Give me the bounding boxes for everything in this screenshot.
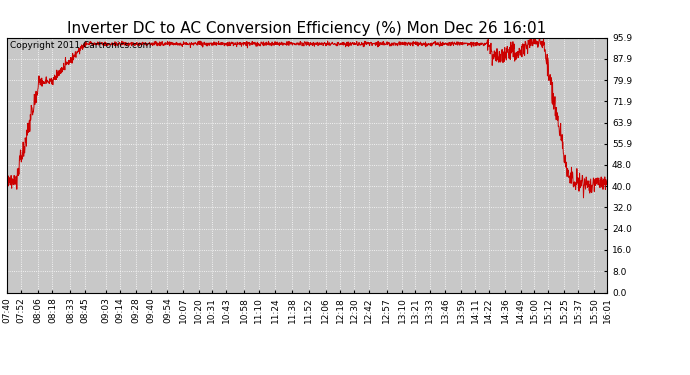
Title: Inverter DC to AC Conversion Efficiency (%) Mon Dec 26 16:01: Inverter DC to AC Conversion Efficiency … [68, 21, 546, 36]
Text: Copyright 2011 Cartronics.com: Copyright 2011 Cartronics.com [10, 41, 151, 50]
